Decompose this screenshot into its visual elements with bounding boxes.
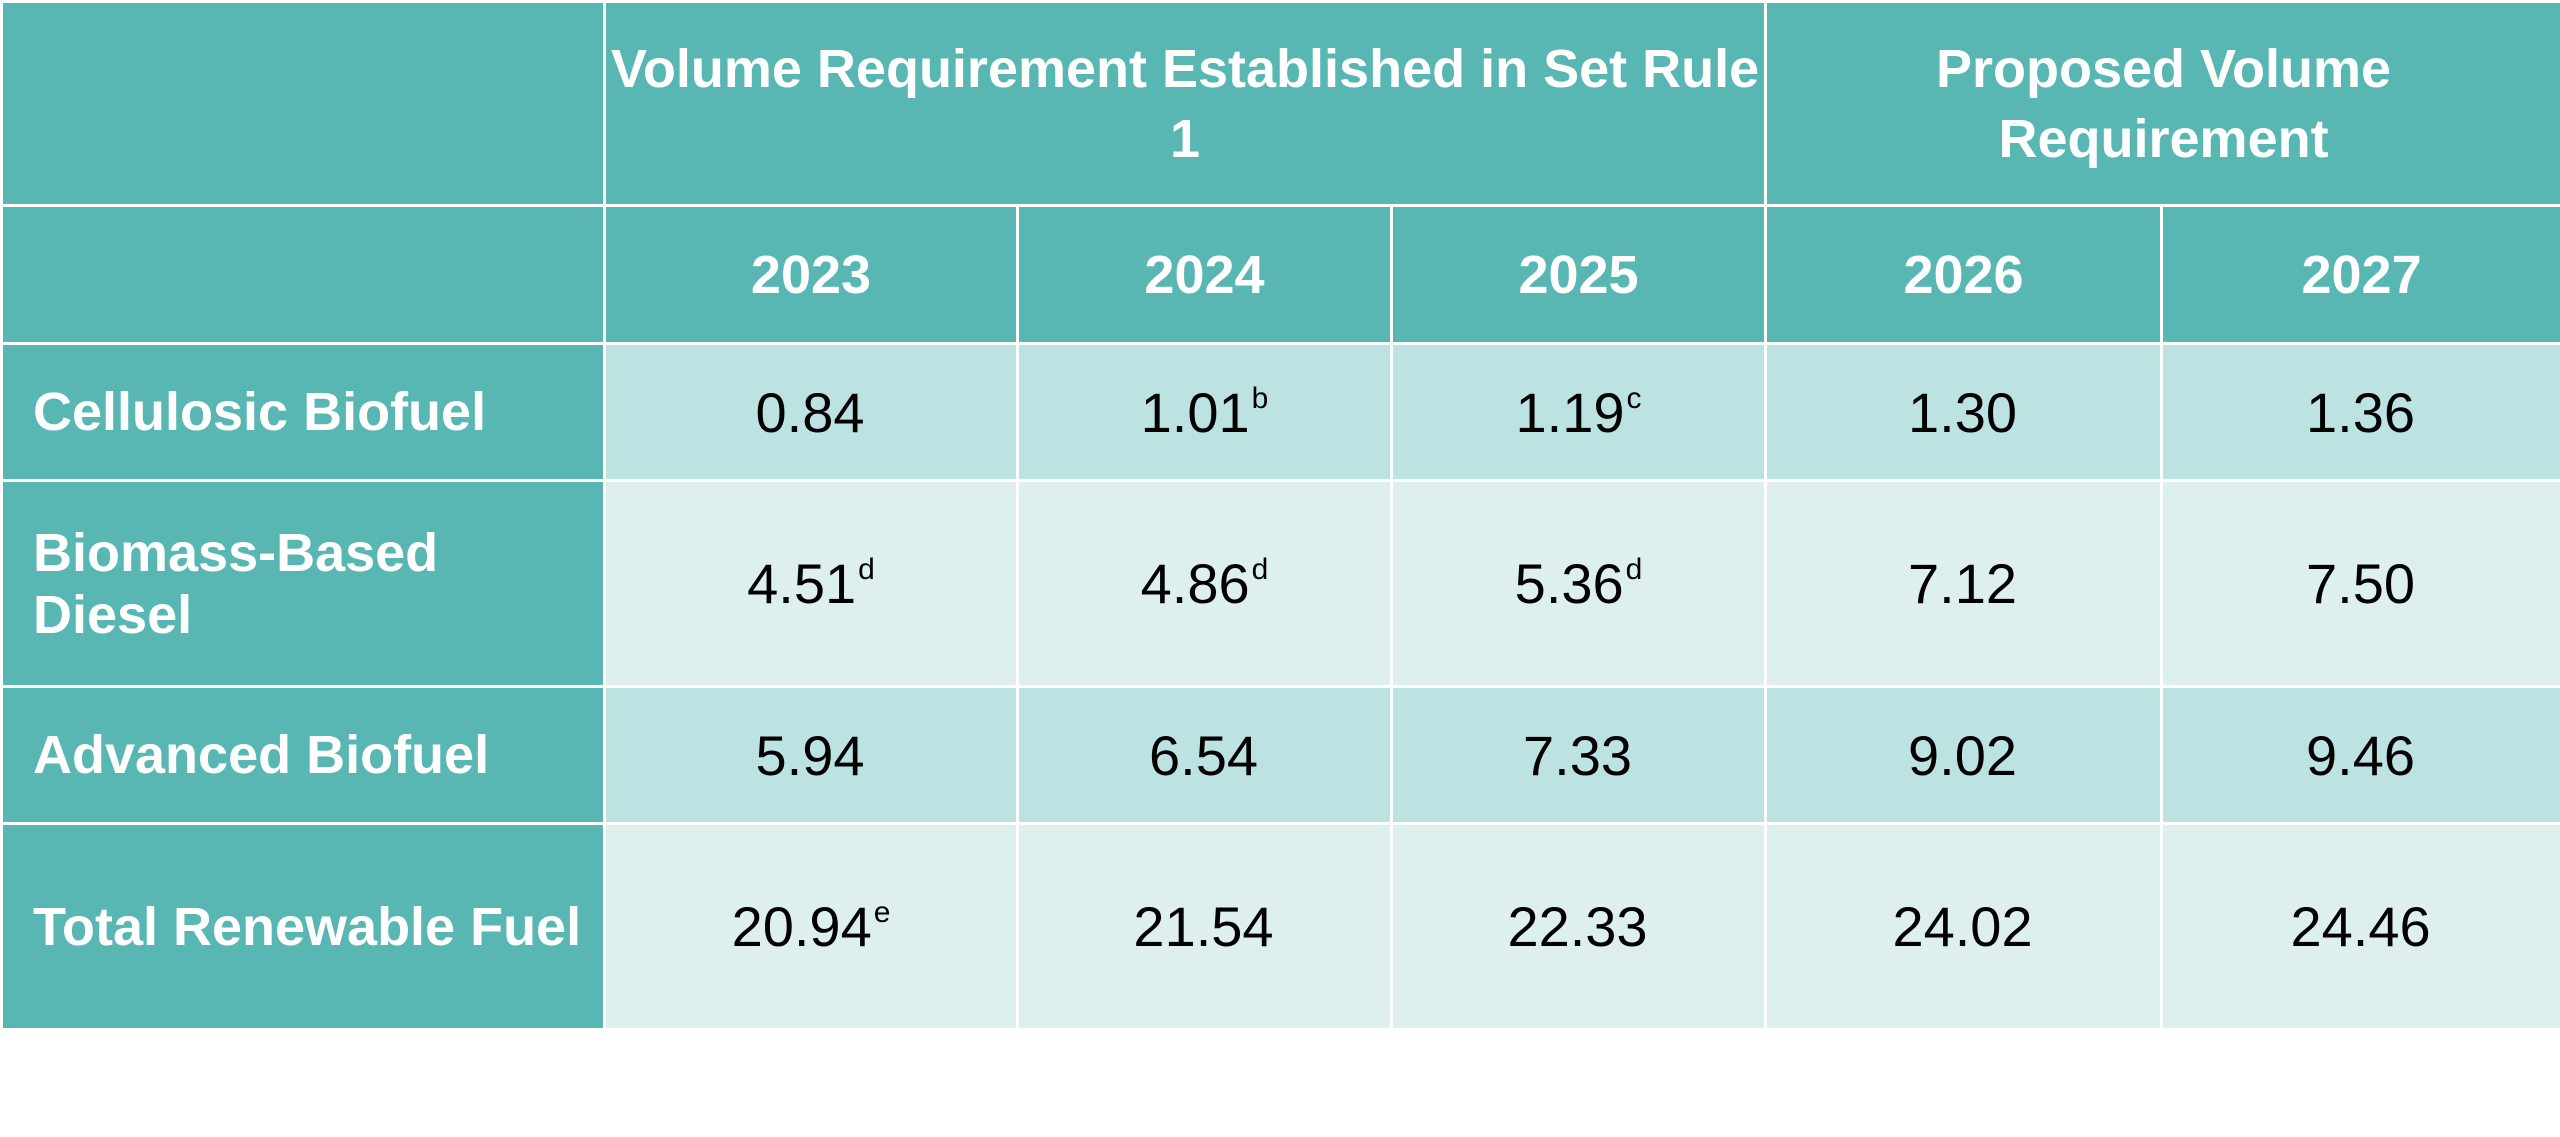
row-label-cellulosic-biofuel: Cellulosic Biofuel [0,342,606,482]
row-label-total-renewable-fuel: Total Renewable Fuel [0,822,606,1031]
cell-value: 24.46 [2290,895,2431,958]
table-cell: 7.50 [2160,479,2560,688]
table-cell: 0.84 [603,342,1019,482]
cell-value: 7.33 [1523,723,1633,787]
cell-value: 0.84 [755,380,865,444]
table-cell: 24.02 [1764,822,2164,1031]
footnote-marker: b [1251,381,1269,415]
table-cell: 24.46 [2160,822,2560,1031]
table-cell: 7.12 [1764,479,2164,688]
table-cell: 20.94e [603,822,1019,1031]
header-row-groups: Volume Requirement Established in Set Ru… [0,0,2560,207]
footnote-marker: e [873,896,891,929]
header-year-2024: 2024 [1016,204,1393,345]
cell-value: 9.46 [2306,723,2416,787]
table-cell: 4.51d [603,479,1019,688]
header-group-established-text: Volume Requirement Established in Set Ru… [610,38,1760,169]
footnote-marker: d [858,553,875,586]
header-corner-cell [0,0,606,207]
header-year-2025: 2025 [1389,204,1768,345]
cell-value: 1.36 [2306,380,2416,444]
header-group-established: Volume Requirement Established in Set Ru… [602,0,1768,207]
cell-value: 4.51 [747,552,857,615]
table-row: Cellulosic Biofuel 0.84 1.01b 1.19c 1.30… [0,342,2560,482]
footnote-marker: c [1626,381,1642,415]
table-cell: 4.86d [1016,479,1393,688]
table-cell: 1.19c [1389,342,1768,482]
table-cell: 7.33 [1389,685,1768,825]
cell-value: 9.02 [1908,723,2018,787]
footnote-marker: d [1625,553,1643,586]
table-cell: 1.01b [1016,342,1393,482]
header-year-corner-cell [0,204,606,345]
cell-value: 21.54 [1133,895,1274,958]
volume-requirements-table: Volume Requirement Established in Set Ru… [0,0,2560,1031]
header-year-2027: 2027 [2160,204,2560,345]
cell-value: 24.02 [1892,895,2033,958]
cell-value: 1.30 [1908,380,2018,444]
cell-value: 1.19 [1515,380,1625,444]
table-cell: 22.33 [1389,822,1768,1031]
row-label-advanced-biofuel: Advanced Biofuel [0,685,606,825]
cell-value: 7.50 [2306,552,2416,615]
table-row: Biomass-Based Diesel 4.51d 4.86d 5.36d 7… [0,479,2560,688]
header-year-2023: 2023 [603,204,1019,345]
cell-value: 5.94 [755,723,865,787]
table-row: Total Renewable Fuel 20.94e 21.54 22.33 … [0,822,2560,1031]
table-cell: 1.36 [2160,342,2560,482]
table-cell: 5.94 [603,685,1019,825]
cell-value: 1.01 [1140,380,1250,444]
cell-value: 20.94 [731,895,872,958]
table-cell: 6.54 [1016,685,1393,825]
table-cell: 9.02 [1764,685,2164,825]
cell-value: 4.86 [1140,552,1250,615]
cell-value: 6.54 [1149,723,1258,787]
header-year-2026: 2026 [1764,204,2164,345]
cell-value: 22.33 [1507,895,1648,958]
table-cell: 5.36d [1389,479,1768,688]
header-group-proposed-text: Proposed Volume Requirement [1936,38,2392,169]
header-row-years: 2023 2024 2025 2026 2027 [0,204,2560,345]
header-group-proposed: Proposed Volume Requirement [1764,0,2560,207]
table-cell: 9.46 [2160,685,2560,825]
table-cell: 1.30 [1764,342,2164,482]
cell-value: 7.12 [1908,552,2018,615]
cell-value: 5.36 [1514,552,1624,615]
footnote-marker: d [1251,553,1269,586]
table-row: Advanced Biofuel 5.94 6.54 7.33 9.02 9.4… [0,685,2560,825]
table-cell: 21.54 [1016,822,1393,1031]
row-label-biomass-based-diesel: Biomass-Based Diesel [0,479,606,688]
